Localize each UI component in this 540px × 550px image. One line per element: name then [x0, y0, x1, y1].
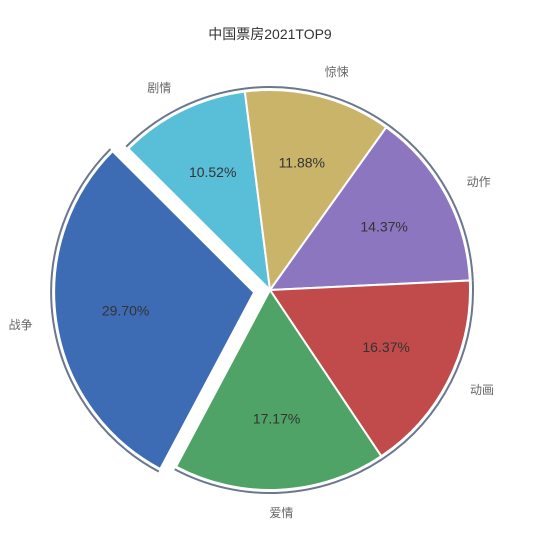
- pie-chart-svg: 29.70% 战争 10.52% 剧情 11.88% 惊悚 14.37% 动作 16.37% 动画…: [0, 0, 540, 550]
- pie-value-label: 29.70%: [102, 302, 149, 318]
- pie-value-label: 11.88%: [279, 155, 325, 171]
- pie-category-label: 战争: [9, 318, 33, 332]
- pie-chart-container: 29.70% 战争 10.52% 剧情 11.88% 惊悚 14.37% 动作 16.37% 动画…: [0, 0, 540, 550]
- pie-category-label: 剧情: [147, 81, 171, 95]
- pie-value-label: 17.17%: [253, 411, 300, 427]
- pie-category-label: 爱情: [269, 506, 293, 520]
- pie-category-label: 惊悚: [325, 64, 349, 79]
- pie-value-label: 16.37%: [362, 339, 409, 355]
- pie-value-label: 10.52%: [189, 164, 236, 180]
- pie-category-label: 动画: [470, 383, 494, 397]
- pie-value-label: 14.37%: [360, 218, 407, 234]
- chart-title: 中国票房2021TOP9: [0, 24, 540, 44]
- pie-category-label: 动作: [467, 175, 491, 189]
